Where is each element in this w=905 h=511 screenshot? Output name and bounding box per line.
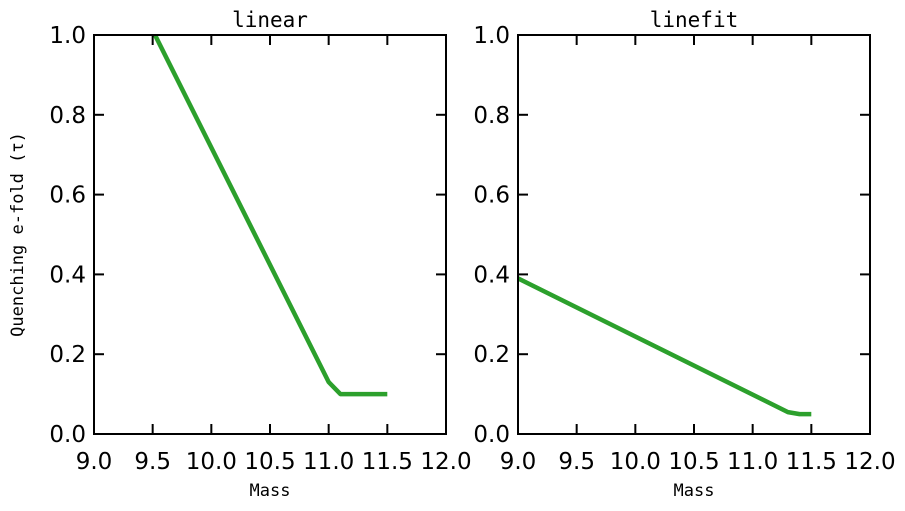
y-axis-label: Quenching e-fold (τ) xyxy=(8,132,28,337)
y-tick-label: 0.8 xyxy=(473,103,510,129)
x-tick-label: 10.5 xyxy=(668,449,719,475)
y-tick-label: 0.2 xyxy=(473,342,510,368)
axes-frame xyxy=(517,34,871,435)
series-line-0 xyxy=(518,276,812,417)
x-tick-label: 10.0 xyxy=(186,449,237,475)
x-tick-label: 11.0 xyxy=(303,449,354,475)
x-tick-label: 9.0 xyxy=(76,449,113,475)
y-tick-label: 0.2 xyxy=(49,342,86,368)
y-tick-label: 1.0 xyxy=(473,23,510,49)
y-tick-label: 0.0 xyxy=(49,422,86,448)
panel-linefit: linefit Mass 9.0 9.5 10.0 10.5 11.0 11.5 12.0 0… xyxy=(473,8,895,501)
y-tick-label: 0.4 xyxy=(473,262,510,288)
x-tick-label: 12.0 xyxy=(420,449,471,475)
y-tick-label: 0.0 xyxy=(473,422,510,448)
x-tick-label: 11.5 xyxy=(786,449,837,475)
x-tick-label: 12.0 xyxy=(844,449,895,475)
y-tick-label: 1.0 xyxy=(49,23,86,49)
y-tick-label: 0.8 xyxy=(49,103,86,129)
y-tick-label: 0.6 xyxy=(473,183,510,209)
series-line-0 xyxy=(152,35,388,397)
x-tick-label: 9.5 xyxy=(558,449,595,475)
y-tick-label: 0.4 xyxy=(49,262,86,288)
x-axis-label: Mass xyxy=(250,481,291,501)
chart-title: linear xyxy=(232,8,308,32)
y-tick-label: 0.6 xyxy=(49,183,86,209)
x-tick-label: 9.5 xyxy=(134,449,171,475)
x-tick-label: 10.0 xyxy=(610,449,661,475)
x-tick-label: 11.5 xyxy=(362,449,413,475)
x-tick-label: 10.5 xyxy=(244,449,295,475)
panel-linear: linear Quenching e-fold (τ) Mass 9.0 9.5 1… xyxy=(8,8,472,501)
x-tick-label: 11.0 xyxy=(727,449,778,475)
axes-frame xyxy=(93,34,447,435)
chart-title: linefit xyxy=(650,8,739,32)
x-axis-label: Mass xyxy=(674,481,715,501)
x-tick-label: 9.0 xyxy=(500,449,537,475)
